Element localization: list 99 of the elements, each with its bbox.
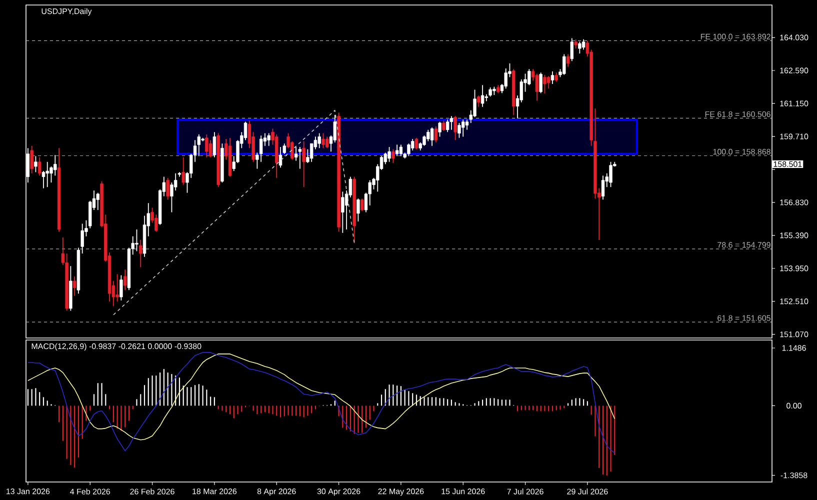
candlestick — [488, 86, 492, 98]
candlestick — [302, 140, 306, 188]
candlestick — [259, 135, 263, 162]
candlestick — [42, 170, 46, 189]
candlestick — [54, 154, 57, 176]
candlestick — [574, 38, 578, 49]
ref-line-label: FE 100.0 = 163.892 — [700, 34, 770, 40]
candlestick — [539, 72, 542, 94]
candlestick — [550, 70, 554, 84]
candlestick — [438, 121, 442, 138]
candlestick — [30, 145, 34, 174]
candlestick — [116, 274, 119, 302]
candlestick — [96, 192, 100, 210]
candlestick — [562, 54, 566, 76]
y-tick-label: 164.030 — [780, 34, 808, 40]
candlestick — [46, 161, 49, 188]
x-tick-label: 7 Jul 2026 — [507, 488, 544, 494]
candlestick — [546, 76, 550, 90]
x-tick-label: 18 Mar 2026 — [192, 488, 237, 494]
candlestick — [139, 239, 142, 268]
candlestick — [80, 223, 84, 254]
candlestick — [446, 119, 450, 133]
candlestick — [208, 140, 212, 158]
y-tick-label: 0.00 — [786, 402, 802, 409]
candlestick — [570, 38, 574, 62]
candlestick — [341, 191, 344, 234]
y-tick-label: 161.150 — [780, 100, 808, 106]
candlestick — [504, 68, 508, 90]
candlestick — [430, 127, 434, 146]
candlestick — [326, 136, 329, 149]
y-tick-label: 153.950 — [780, 266, 808, 272]
y-tick-label: 162.590 — [780, 68, 808, 74]
candlestick — [578, 41, 582, 54]
x-tick-label: 13 Jan 2026 — [6, 488, 50, 494]
ref-line-label: 61.8 = 151.605 — [718, 315, 770, 321]
candlestick — [392, 148, 395, 164]
y-tick-label: 155.390 — [780, 232, 808, 238]
candlestick — [182, 156, 185, 186]
candlestick — [582, 38, 586, 50]
candlestick — [477, 95, 480, 108]
y-tick-label: 152.510 — [780, 298, 808, 304]
candlestick — [426, 129, 430, 142]
candlestick — [135, 228, 138, 252]
candlestick — [442, 120, 446, 132]
candlestick — [543, 74, 546, 94]
candlestick — [154, 214, 158, 232]
candlestick — [414, 137, 418, 150]
chart-title: USDJPY,Daily — [42, 8, 92, 16]
candlestick — [360, 198, 364, 212]
candlestick — [566, 54, 570, 68]
x-tick-label: 8 Apr 2026 — [257, 488, 296, 496]
candlestick — [72, 276, 76, 296]
ref-line-label: FE 61.8 = 160.506 — [705, 111, 770, 118]
chart-title: MACD(12,26,9) -0.9837 -0.2621 0.0000 -0.9380 — [32, 343, 202, 351]
candlestick — [528, 68, 531, 86]
candlestick — [395, 144, 399, 157]
candlestick — [601, 175, 605, 200]
x-tick-label: 15 Jun 2026 — [442, 488, 485, 494]
x-tick-label: 4 Feb 2026 — [70, 488, 110, 494]
candlestick — [212, 132, 216, 158]
text: 158.501 — [774, 161, 802, 167]
candlestick — [278, 146, 282, 168]
x-tick-label: 26 Feb 2026 — [130, 488, 174, 494]
candlestick — [205, 134, 208, 158]
candlestick — [267, 132, 270, 146]
y-tick-label: 159.710 — [780, 134, 808, 140]
y-tick-label: -1.3858 — [780, 472, 808, 478]
candlestick — [356, 198, 360, 222]
candlestick — [454, 116, 457, 141]
candlestick — [411, 138, 414, 151]
candlestick — [318, 132, 321, 149]
x-tick-label: 29 Jul 2026 — [567, 488, 608, 494]
candlestick — [34, 156, 38, 173]
candlestick — [166, 177, 170, 200]
x-tick-label: 30 Apr 2026 — [317, 488, 360, 496]
candlestick — [244, 121, 248, 141]
candlestick — [407, 143, 410, 157]
candlestick — [38, 156, 42, 176]
candlestick — [298, 146, 302, 170]
candlestick — [462, 119, 465, 138]
candlestick — [458, 122, 461, 138]
candlestick — [450, 116, 454, 130]
x-tick-label: 22 May 2026 — [378, 488, 424, 496]
candlestick — [609, 161, 612, 188]
candlestick — [434, 126, 438, 143]
y-tick-label: 1.1486 — [782, 345, 806, 351]
candlestick — [322, 132, 325, 149]
candlestick — [554, 72, 558, 82]
y-tick-label: 156.830 — [780, 200, 808, 206]
candlestick — [120, 274, 123, 301]
candlestick — [388, 146, 391, 162]
candlestick — [480, 84, 484, 108]
candlestick — [399, 144, 403, 157]
candlestick — [535, 73, 539, 102]
ref-line-label: 100.0 = 158.868 — [713, 148, 770, 155]
candlestick — [290, 140, 294, 160]
y-tick-label: 151.070 — [780, 331, 808, 338]
ref-line-label: 78.6 = 154.799 — [718, 242, 770, 248]
candlestick — [123, 269, 127, 291]
